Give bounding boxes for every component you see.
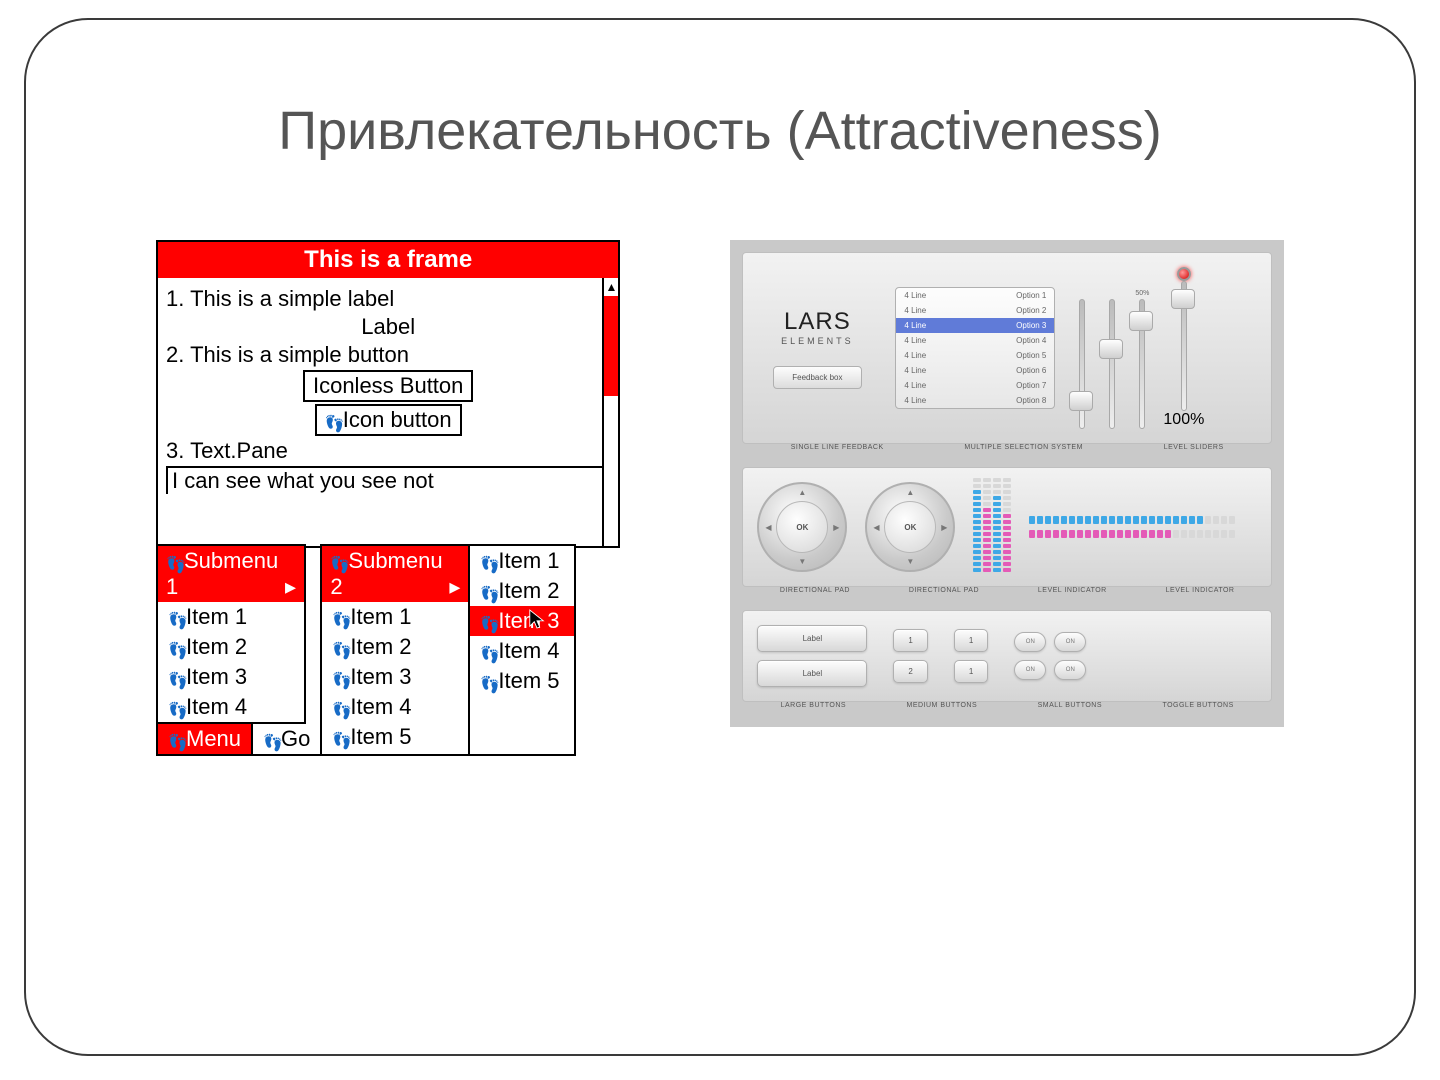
listbox-row[interactable]: 4 LineOption 5 [896,348,1054,363]
menu-item[interactable]: 👣Item 4 [322,692,468,722]
led-indicator [1177,267,1191,281]
slide-frame: Привлекательность (Attractiveness) This … [24,18,1416,1056]
vertical-slider[interactable] [1175,281,1193,411]
vertical-scrollbar[interactable]: ▲ [602,278,618,546]
ugly-ui-example: This is a frame 1. This is a simple labe… [156,240,620,727]
menu-item[interactable]: 👣Item 3 [158,662,304,692]
content-area: This is a frame 1. This is a simple labe… [156,240,1284,727]
num-button[interactable]: 1 [954,629,988,652]
submenu-2: 👣Submenu 2 ▸ 👣Item 1 👣Item 2 👣Item 3 👣It… [320,544,470,756]
chevron-right-icon: ▶ [941,523,947,532]
iconless-button[interactable]: Iconless Button [303,370,473,402]
sliders-group: 50%100% [1073,267,1204,429]
vertical-slider[interactable] [1073,299,1091,429]
small-buttons: 1 1 [954,629,988,683]
label-line-3: 3. Text.Pane [166,438,610,464]
textpane[interactable]: I can see what you see not [166,466,610,494]
listbox-row[interactable]: 4 LineOption 2 [896,303,1054,318]
toggle-pill[interactable]: ON [1014,660,1046,680]
go-button[interactable]: 👣Go [253,724,320,754]
row-3-captions: Large buttons Medium buttons Small butto… [742,702,1272,715]
slide-title: Привлекательность (Attractiveness) [26,100,1414,162]
jog-ok-button[interactable]: OK [776,501,828,553]
listbox-row[interactable]: 4 LineOption 1 [896,288,1054,303]
menu-button[interactable]: 👣Menu [158,724,253,754]
listbox-row[interactable]: 4 LineOption 7 [896,378,1054,393]
num-button[interactable]: 1 [954,660,988,683]
feedback-button[interactable]: Feedback box [773,366,861,389]
submenu-1-header[interactable]: 👣Submenu 1 ▸ [158,546,304,602]
scroll-thumb[interactable] [604,296,618,396]
menu-item[interactable]: 👣Item 1 [322,602,468,632]
vertical-slider[interactable] [1103,299,1121,429]
frame-window: This is a frame 1. This is a simple labe… [156,240,620,548]
num-button[interactable]: 1 [893,629,927,652]
menu-item[interactable]: 👣Item 2 [470,576,574,606]
jog-dial[interactable]: ▲ ▼ ◀ ▶ OK [865,482,955,572]
pretty-ui-example: LARS ELEMENTS Feedback box 4 LineOption … [730,240,1284,727]
chevron-down-icon: ▼ [798,557,806,566]
menu-item[interactable]: 👣Item 5 [470,666,574,696]
chevron-down-icon: ▼ [906,557,914,566]
jog-dial[interactable]: ▲ ▼ ◀ ▶ OK [757,482,847,572]
chevron-up-icon: ▲ [906,488,914,497]
label-button[interactable]: Label [757,625,867,652]
listbox-row[interactable]: 4 LineOption 3 [896,318,1054,333]
large-buttons: Label Label [757,625,867,687]
chevron-left-icon: ◀ [873,523,879,532]
row-2-captions: Directional pad Directional pad Level in… [742,587,1272,600]
row-3: Label Label 1 2 1 1 ON ON ON [742,610,1272,715]
label-line-1: 1. This is a simple label [166,286,610,312]
chevron-up-icon: ▲ [798,488,806,497]
foot-icon: 👣 [330,555,348,573]
row-2: ▲ ▼ ◀ ▶ OK ▲ ▼ ◀ ▶ OK [742,467,1272,600]
toggle-pill[interactable]: ON [1054,632,1086,652]
row-1-captions: Single line feedback Multiple selection … [742,444,1272,457]
menu-item[interactable]: 👣Item 2 [158,632,304,662]
listbox-row[interactable]: 4 LineOption 4 [896,333,1054,348]
label-line-2: 2. This is a simple button [166,342,610,368]
toggle-pill[interactable]: ON [1054,660,1086,680]
submenu-3: 👣Item 1 👣Item 2 👣Item 3 👣Item 4 👣Item 5 [468,544,576,756]
menu-item[interactable]: 👣Item 4 [470,636,574,666]
foot-icon: 👣 [166,555,184,573]
listbox[interactable]: 4 LineOption 14 LineOption 24 LineOption… [895,287,1055,409]
menu-item[interactable]: 👣Item 5 [322,722,468,752]
menu-item-hover[interactable]: 👣Item 3 [470,606,574,636]
foot-icon: 👣 [325,414,343,432]
menu-popups: 👣Submenu 1 ▸ 👣Item 1 👣Item 2 👣Item 3 👣It… [156,544,576,756]
jog-ok-button[interactable]: OK [884,501,936,553]
menu-bar: 👣Menu 👣Go [156,724,322,756]
listbox-row[interactable]: 4 LineOption 6 [896,363,1054,378]
brand-logo: LARS ELEMENTS [757,308,877,346]
frame-titlebar: This is a frame [158,242,618,278]
num-button[interactable]: 2 [893,660,927,683]
chevron-right-icon: ▶ [833,523,839,532]
row-1: LARS ELEMENTS Feedback box 4 LineOption … [742,252,1272,457]
submenu-2-header[interactable]: 👣Submenu 2 ▸ [322,546,468,602]
menu-item[interactable]: 👣Item 3 [322,662,468,692]
icon-button[interactable]: 👣Icon button [315,404,462,436]
listbox-row[interactable]: 4 LineOption 8 [896,393,1054,408]
medium-buttons: 1 2 [893,629,927,683]
vertical-slider[interactable] [1133,299,1151,429]
label-text: Label [166,314,610,340]
submenu-1: 👣Submenu 1 ▸ 👣Item 1 👣Item 2 👣Item 3 👣It… [156,544,306,724]
chevron-left-icon: ◀ [765,523,771,532]
menu-item[interactable]: 👣Item 1 [158,602,304,632]
toggle-buttons: ON ON ON ON [1014,632,1086,680]
label-button[interactable]: Label [757,660,867,687]
frame-body: 1. This is a simple label Label 2. This … [158,278,618,546]
menu-item[interactable]: 👣Item 2 [322,632,468,662]
vertical-level-meter [973,482,1011,572]
menu-item[interactable]: 👣Item 4 [158,692,304,722]
toggle-pill[interactable]: ON [1014,632,1046,652]
menu-item[interactable]: 👣Item 1 [470,546,574,576]
horizontal-level-meter [1029,516,1235,538]
scroll-up-icon[interactable]: ▲ [604,278,618,296]
